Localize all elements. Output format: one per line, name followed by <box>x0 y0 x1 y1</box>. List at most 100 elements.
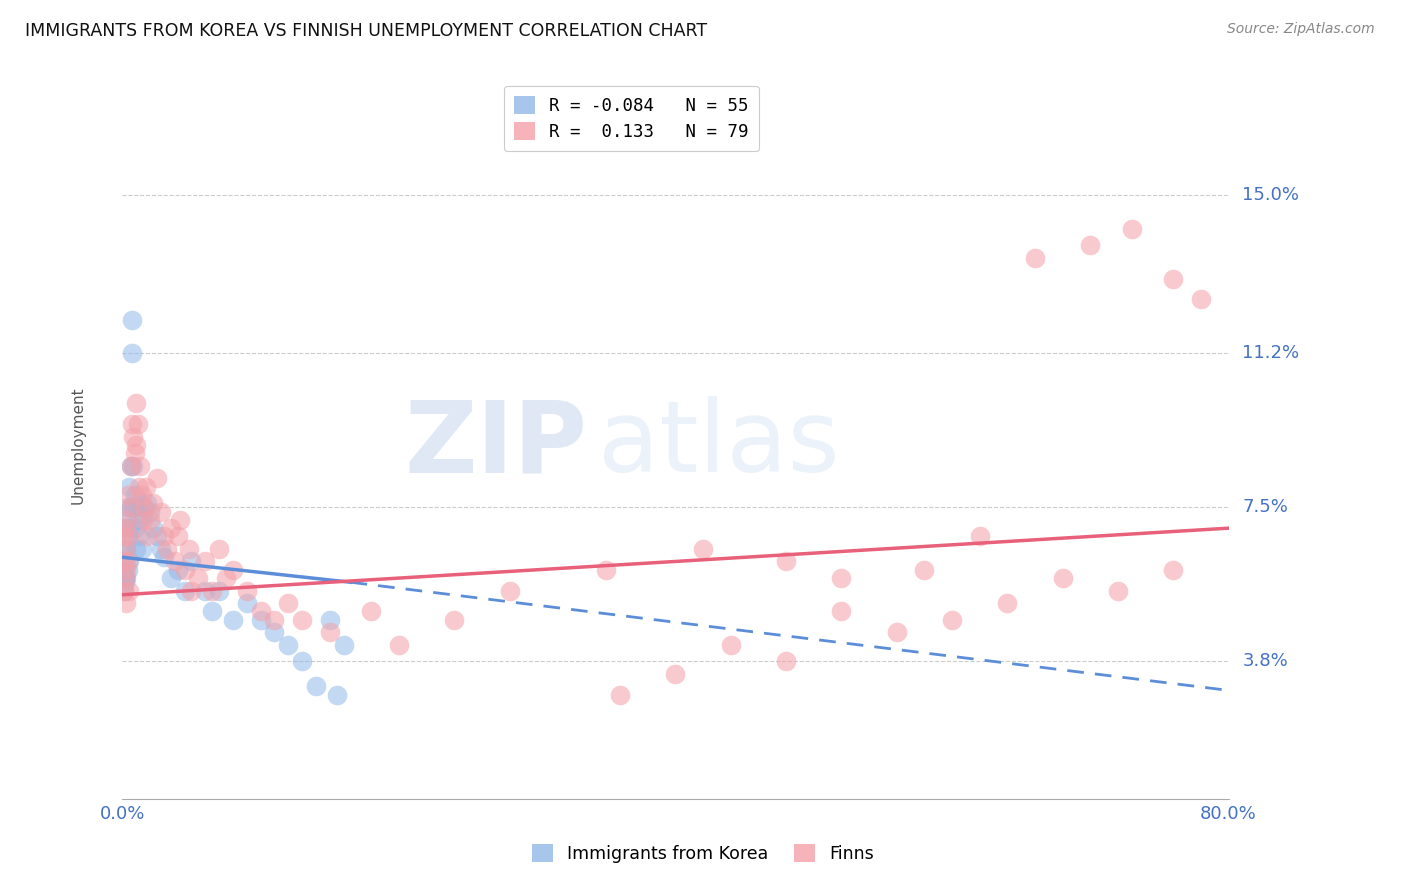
Point <box>118 521 141 535</box>
Point <box>128 529 150 543</box>
Point <box>128 479 150 493</box>
Point <box>830 604 852 618</box>
Point <box>114 571 136 585</box>
Point <box>125 500 148 515</box>
Point <box>1078 238 1101 252</box>
Point <box>134 500 156 515</box>
Point <box>163 554 186 568</box>
Point <box>180 583 202 598</box>
Point <box>132 508 155 523</box>
Point <box>236 583 259 598</box>
Point <box>166 529 188 543</box>
Point <box>115 541 138 556</box>
Point <box>180 554 202 568</box>
Point <box>139 513 162 527</box>
Point <box>1121 221 1143 235</box>
Point <box>173 563 195 577</box>
Point <box>124 488 146 502</box>
Text: 7.5%: 7.5% <box>1243 499 1288 516</box>
Point <box>122 430 145 444</box>
Point <box>117 529 139 543</box>
Point <box>325 688 347 702</box>
Point <box>120 500 142 515</box>
Point <box>277 638 299 652</box>
Point <box>112 554 135 568</box>
Point <box>595 563 617 577</box>
Point <box>131 488 153 502</box>
Point <box>129 458 152 473</box>
Text: IMMIGRANTS FROM KOREA VS FINNISH UNEMPLOYMENT CORRELATION CHART: IMMIGRANTS FROM KOREA VS FINNISH UNEMPLO… <box>25 22 707 40</box>
Point <box>124 446 146 460</box>
Point <box>139 504 162 518</box>
Point <box>153 550 176 565</box>
Text: 11.2%: 11.2% <box>1243 344 1299 362</box>
Point <box>941 613 963 627</box>
Point <box>115 596 138 610</box>
Point <box>127 417 149 432</box>
Point <box>169 513 191 527</box>
Point <box>132 513 155 527</box>
Point <box>775 554 797 568</box>
Point <box>222 613 245 627</box>
Point <box>166 563 188 577</box>
Point <box>319 625 342 640</box>
Point <box>159 521 181 535</box>
Point <box>332 638 354 652</box>
Point <box>498 583 520 598</box>
Point <box>114 521 136 535</box>
Point <box>125 541 148 556</box>
Point <box>112 583 135 598</box>
Point <box>136 496 159 510</box>
Point <box>1161 563 1184 577</box>
Point <box>120 458 142 473</box>
Point <box>277 596 299 610</box>
Point <box>114 575 136 590</box>
Point <box>142 521 165 535</box>
Legend: Immigrants from Korea, Finns: Immigrants from Korea, Finns <box>526 838 880 870</box>
Point <box>249 613 271 627</box>
Point <box>236 596 259 610</box>
Point <box>187 571 209 585</box>
Point <box>319 613 342 627</box>
Point <box>1189 293 1212 307</box>
Point <box>117 488 139 502</box>
Point <box>114 521 136 535</box>
Point <box>201 604 224 618</box>
Point <box>136 529 159 543</box>
Point <box>120 500 142 515</box>
Point <box>112 541 135 556</box>
Point <box>127 513 149 527</box>
Point <box>121 417 143 432</box>
Point <box>969 529 991 543</box>
Point <box>153 529 176 543</box>
Point <box>995 596 1018 610</box>
Point <box>112 563 135 577</box>
Point <box>150 504 173 518</box>
Text: 3.8%: 3.8% <box>1243 652 1288 670</box>
Point <box>222 563 245 577</box>
Point <box>263 625 285 640</box>
Point <box>291 654 314 668</box>
Point <box>115 571 138 585</box>
Text: 15.0%: 15.0% <box>1243 186 1299 204</box>
Point <box>194 554 217 568</box>
Point <box>118 529 141 543</box>
Point <box>609 688 631 702</box>
Point <box>208 583 231 598</box>
Point <box>830 571 852 585</box>
Point <box>208 541 231 556</box>
Point <box>122 458 145 473</box>
Point <box>146 471 169 485</box>
Point <box>121 313 143 327</box>
Point <box>122 500 145 515</box>
Point <box>112 529 135 543</box>
Point <box>664 666 686 681</box>
Point <box>121 346 143 360</box>
Point <box>159 571 181 585</box>
Point <box>146 529 169 543</box>
Point <box>194 583 217 598</box>
Point <box>114 554 136 568</box>
Point <box>692 541 714 556</box>
Point <box>886 625 908 640</box>
Point <box>360 604 382 618</box>
